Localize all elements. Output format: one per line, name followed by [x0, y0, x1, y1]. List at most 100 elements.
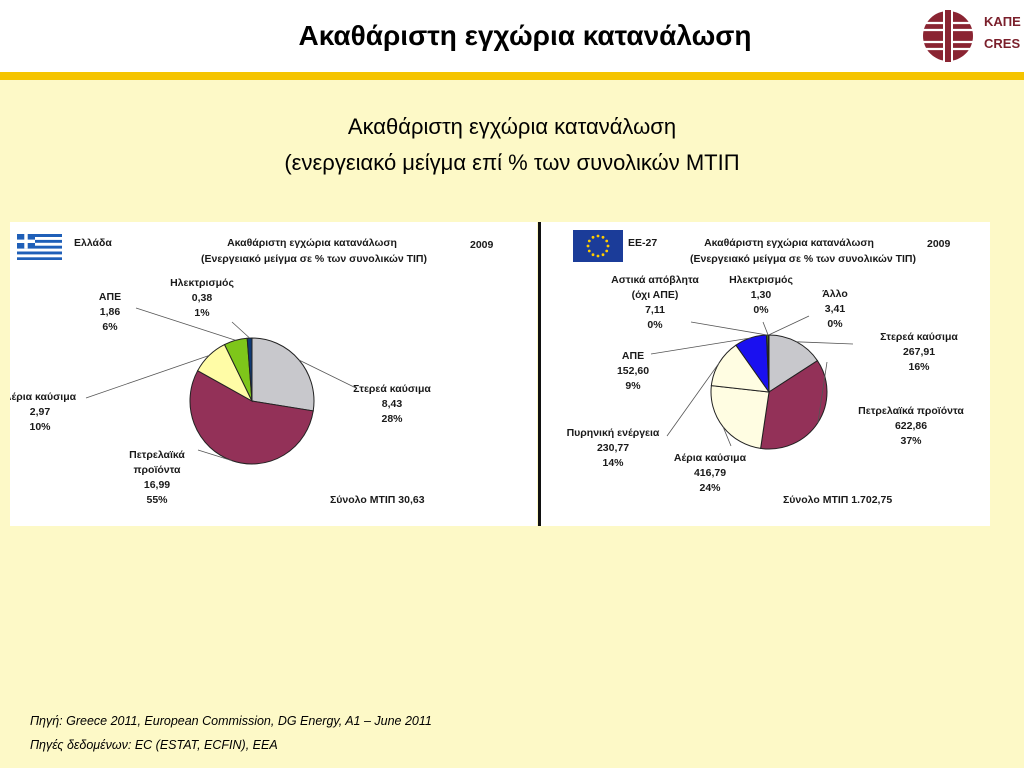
slice-value: 1,30 [751, 289, 772, 301]
header-accent-rule [0, 72, 1024, 80]
slice-percent: 1% [194, 307, 210, 319]
slice-value: 1,86 [100, 306, 121, 318]
slice-value: 0,38 [192, 292, 213, 304]
eu-star-icon [601, 235, 605, 239]
slice-name: Ηλεκτρισμός [170, 277, 234, 289]
logo-text-kape: ΚΑΠΕ [984, 14, 1021, 29]
eu-star-icon [601, 253, 605, 257]
eu-flag-icon [573, 230, 623, 262]
eu-star-icon [596, 234, 600, 238]
slice-name: Ηλεκτρισμός [729, 274, 793, 286]
eu-star-icon [605, 249, 609, 253]
slice-label-πετρελαϊκά-προϊόντα: Πετρελαϊκά προϊόντα 622,86 37% [817, 361, 964, 447]
slice-value: 2,97 [30, 406, 51, 418]
pie-chart-eu27: ΕΕ-27 Ακαθάριστη εγχώρια κατανάλωση (Ενε… [567, 230, 964, 506]
slice-value: 3,41 [825, 303, 846, 315]
chart-panel-greece: Ελλάδα Ακαθάριστη εγχώρια κατανάλωση (Εν… [10, 222, 537, 526]
slice-name: Άλλο [822, 288, 848, 300]
slice-percent: 0% [647, 319, 663, 331]
leader-line [135, 307, 236, 341]
slice-value: 267,91 [903, 346, 935, 358]
slice-value: 416,79 [694, 467, 726, 479]
slice-value: 230,77 [597, 442, 629, 454]
slice-percent: 6% [102, 321, 118, 333]
chart-total-label: Σύνολο ΜΤΙΠ 30,63 [330, 494, 425, 506]
chart-subtitle: (Ενεργειακό μείγμα σε % των συνολικών ΤΙ… [690, 253, 916, 265]
slice-label-στερεά-καύσιμα: Στερεά καύσιμα 8,43 28% [299, 359, 431, 425]
leader-line [762, 321, 769, 336]
chart-year: 2009 [470, 239, 494, 251]
slice-name: Αέρια καύσιμα [10, 391, 77, 403]
slice-name: (όχι ΑΠΕ) [632, 289, 679, 301]
slice-percent: 14% [602, 457, 624, 469]
slice-name: ΑΠΕ [99, 291, 121, 303]
slice-value: 152,60 [617, 365, 649, 377]
slice-value: 7,11 [645, 304, 665, 316]
chart-region-label: Ελλάδα [74, 237, 112, 249]
slice-percent: 10% [29, 421, 51, 433]
slice-percent: 37% [900, 435, 922, 447]
slice-name: Αέρια καύσιμα [674, 452, 747, 464]
source-line-1: Πηγή: Greece 2011, European Commission, … [30, 714, 432, 728]
slice-label-ηλεκτρισμός: Ηλεκτρισμός 0,38 1% [170, 277, 250, 339]
slice-percent: 28% [381, 413, 403, 425]
slide-header: Ακαθάριστη εγχώρια κατανάλωση ΚΑΠΕ CRES [0, 0, 1024, 72]
slice-name: Αστικά απόβλητα [611, 274, 699, 286]
eu-star-icon [605, 239, 609, 243]
leader-line [768, 315, 810, 336]
greece-flag-icon [17, 234, 62, 260]
chart-subtitle: (Ενεργειακό μείγμα σε % των συνολικών ΤΙ… [201, 253, 427, 265]
eu-star-icon [596, 254, 600, 258]
slice-name: Στερεά καύσιμα [353, 383, 431, 395]
leader-line [650, 337, 751, 355]
slice-label-απε: ΑΠΕ 1,86 6% [99, 291, 236, 341]
eu-star-icon [606, 244, 610, 248]
slice-name: Πετρελαϊκά προϊόντα [858, 405, 964, 417]
leader-line [197, 449, 233, 461]
eu-star-icon [587, 239, 591, 243]
slice-label-αέρια-καύσιμα: Αέρια καύσιμα 2,97 10% [10, 355, 210, 433]
leader-line [299, 359, 357, 389]
panel-divider [538, 222, 541, 526]
eu-star-icon [591, 253, 595, 257]
leader-line [817, 361, 828, 423]
slice-label-απε: ΑΠΕ 152,60 9% [617, 337, 751, 392]
cres-logo-icon [923, 10, 973, 62]
slice-percent: 24% [699, 482, 721, 494]
slice-percent: 0% [827, 318, 843, 330]
pie-slice-πετρελαϊκά-προϊόντα [760, 359, 828, 450]
slice-percent: 16% [908, 361, 930, 373]
chart-region-label: ΕΕ-27 [628, 237, 657, 249]
pie-slice-ηλεκτρισμός [246, 337, 253, 402]
slice-value: 8,43 [382, 398, 403, 410]
slice-label-πυρηνική-ενέργεια: Πυρηνική ενέργεια 230,77 14% [567, 362, 720, 469]
slide-subtitle-line1: Ακαθάριστη εγχώρια κατανάλωση [347, 114, 677, 139]
chart-total-label: Σύνολο ΜΤΙΠ 1.702,75 [783, 494, 892, 506]
eu-star-icon [591, 235, 595, 239]
pie-chart-greece: Ελλάδα Ακαθάριστη εγχώρια κατανάλωση (Εν… [10, 234, 494, 506]
slice-percent: 0% [753, 304, 769, 316]
slide-subtitle-line2: (ενεργειακό μείγμα επί % των συνολικών Μ… [284, 150, 740, 175]
slice-name: Πετρελαϊκά [129, 449, 185, 461]
slice-label-αέρια-καύσιμα: Αέρια καύσιμα 416,79 24% [674, 426, 747, 494]
slice-label-ηλεκτρισμός: Ηλεκτρισμός 1,30 0% [729, 274, 793, 336]
slice-percent: 55% [146, 494, 168, 506]
leader-line [722, 426, 732, 447]
slice-percent: 9% [625, 380, 641, 392]
slice-label-άλλο: Άλλο 3,41 0% [768, 288, 848, 336]
chart-title: Ακαθάριστη εγχώρια κατανάλωση [704, 237, 874, 249]
slice-label-αστικά-απόβλητα-όχι-απε: Αστικά απόβλητα (όχι ΑΠΕ) 7,11 0% [611, 274, 768, 336]
slice-name: Στερεά καύσιμα [880, 331, 958, 343]
slice-value: 16,99 [144, 479, 170, 491]
slice-label-πετρελαϊκά-προϊόντα: Πετρελαϊκά προϊόντα 16,99 55% [129, 449, 233, 506]
eu-star-icon [586, 244, 590, 248]
slide-title: Ακαθάριστη εγχώρια κατανάλωση [298, 20, 752, 51]
slice-name: Πυρηνική ενέργεια [567, 427, 660, 439]
chart-panel-eu27: ΕΕ-27 Ακαθάριστη εγχώρια κατανάλωση (Ενε… [541, 222, 990, 526]
leader-line [690, 321, 768, 336]
source-line-2: Πηγές δεδομένων: EC (ESTAT, ECFIN), EEA [30, 738, 278, 752]
slice-name: ΑΠΕ [622, 350, 644, 362]
slice-value: 622,86 [895, 420, 927, 432]
logo-text-cres: CRES [984, 36, 1021, 51]
slice-name: προϊόντα [134, 464, 182, 476]
